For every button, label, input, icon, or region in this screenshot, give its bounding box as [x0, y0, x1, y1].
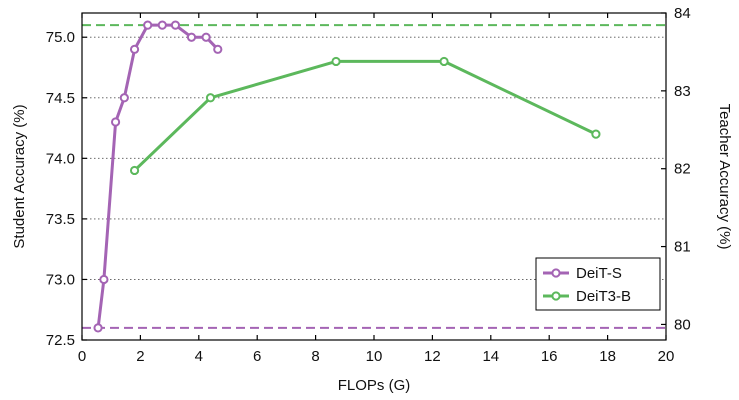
- left-y-tick-label: 73.5: [46, 211, 75, 228]
- x-tick-label: 4: [195, 348, 203, 365]
- data-point-deit-s: [99, 274, 109, 285]
- right-y-axis-title: Teacher Accuracy (%): [716, 104, 733, 250]
- data-point-deit-s: [157, 20, 167, 30]
- right-y-tick-label: 84: [674, 5, 691, 22]
- grid-lines: [82, 36, 666, 280]
- x-tick-label: 18: [599, 348, 616, 365]
- data-point-deit-s: [170, 20, 181, 30]
- x-tick-label: 12: [424, 348, 441, 365]
- x-tick-label: 8: [311, 348, 319, 365]
- legend: DeiT-S DeiT3-B: [535, 257, 661, 311]
- right-y-tick-label: 80: [674, 316, 691, 333]
- left-y-tick-label: 74.5: [46, 90, 75, 107]
- data-point-deit-s: [213, 44, 223, 54]
- data-point-deit3-b: [331, 56, 341, 67]
- legend-label-deit-s: DeiT-S: [576, 265, 622, 282]
- right-y-tick-label: 83: [674, 83, 691, 100]
- right-y-tick-label: 82: [674, 161, 691, 178]
- legend-label-deit3-b: DeiT3-B: [576, 288, 631, 305]
- x-tick-label: 6: [253, 348, 261, 365]
- series-line-deit3-b: [133, 59, 597, 172]
- tick-layer: 0 2 4 6 8 10 12 14 16 18 20 72.5 73.0 73.5 74.0 74.5 75.…: [46, 5, 691, 365]
- data-point-deit3-b: [439, 56, 449, 67]
- legend-marker-deit3-b: [551, 291, 561, 301]
- x-tick-label: 16: [541, 348, 558, 365]
- left-y-axis-title: Student Accuracy (%): [11, 104, 28, 248]
- data-point-deit3-b: [205, 93, 216, 103]
- legend-box: [535, 257, 661, 311]
- x-tick-label: 14: [482, 348, 499, 365]
- x-tick-label: 2: [136, 348, 144, 365]
- x-tick-label: 0: [78, 348, 86, 365]
- data-point-deit3-b: [129, 165, 140, 176]
- data-point-deit-s: [119, 93, 129, 103]
- right-y-tick-label: 81: [674, 239, 691, 256]
- x-tick-label: 20: [658, 348, 675, 365]
- data-point-deit3-b: [591, 129, 601, 139]
- data-point-deit-s: [201, 32, 211, 42]
- left-y-tick-label: 73.0: [46, 271, 75, 288]
- data-point-deit-s: [143, 20, 153, 30]
- data-point-deit-s: [186, 32, 197, 42]
- data-point-deit-s: [129, 44, 140, 54]
- legend-marker-deit-s: [551, 268, 561, 278]
- series-layer: [93, 20, 601, 333]
- left-y-tick-label: 74.0: [46, 150, 75, 167]
- x-axis-title: FLOPs (G): [338, 377, 411, 394]
- series-line-deit-s: [96, 23, 219, 329]
- x-tick-label: 10: [366, 348, 383, 365]
- left-y-tick-label: 72.5: [46, 332, 75, 349]
- data-point-deit-s: [93, 323, 103, 333]
- data-point-deit-s: [110, 117, 121, 127]
- left-y-tick-label: 75.0: [46, 29, 75, 46]
